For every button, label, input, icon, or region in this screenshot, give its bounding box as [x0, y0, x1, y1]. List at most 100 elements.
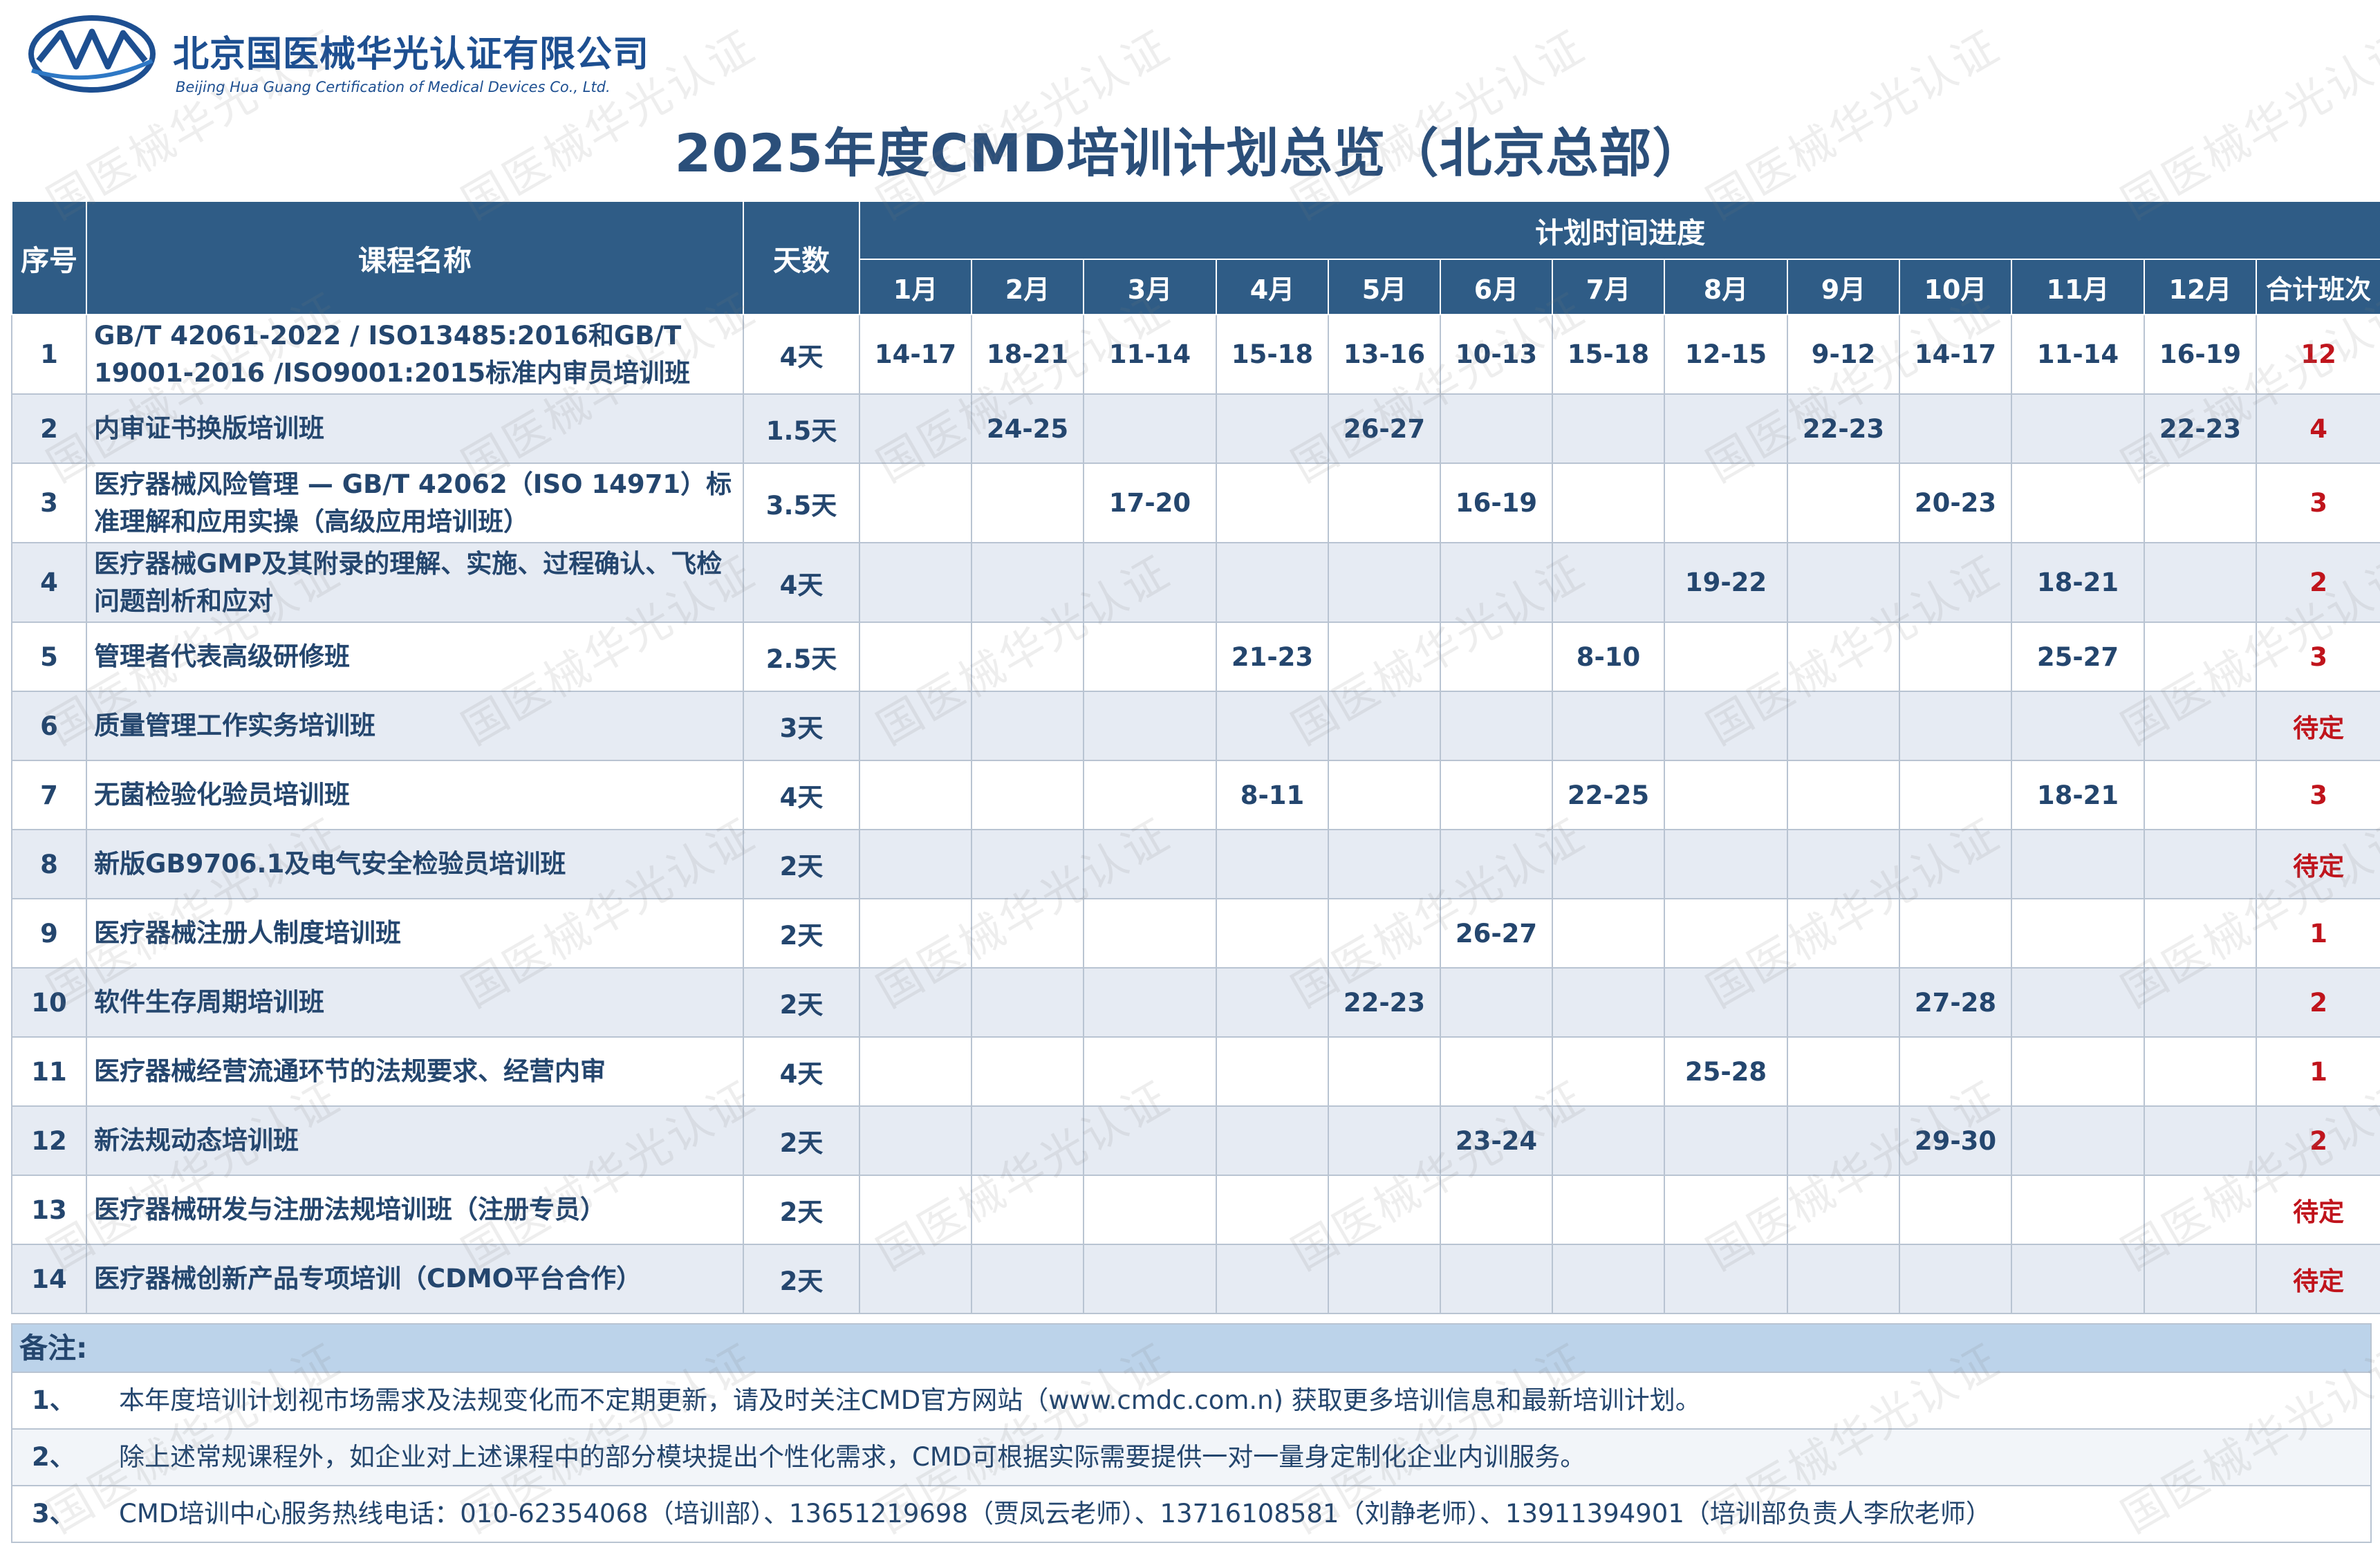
row-month-cell: 26-27: [1328, 393, 1441, 464]
row-days: 2天: [743, 967, 860, 1038]
row-month-cell: [1899, 542, 2012, 623]
header-course: 课程名称: [86, 200, 744, 315]
header-progress: 计划时间进度: [858, 200, 2380, 260]
row-month-cell: [1328, 1244, 1441, 1314]
row-month-cell: 24-25: [971, 393, 1084, 464]
row-month-cell: [1440, 1175, 1553, 1245]
row-month-cell: [1083, 1036, 1217, 1107]
row-month-cell: [2144, 621, 2257, 692]
row-total: 3: [2255, 462, 2380, 543]
row-month-cell: [1328, 829, 1441, 899]
row-course-name: 新法规动态培训班: [86, 1105, 744, 1176]
row-days: 2天: [743, 1244, 860, 1314]
header-month: 5月: [1328, 259, 1441, 315]
row-month-cell: [1552, 1244, 1665, 1314]
note-number: 1、: [32, 1385, 75, 1415]
row-month-cell: [1664, 691, 1788, 761]
row-month-cell: [971, 760, 1084, 830]
row-month-cell: 15-18: [1216, 314, 1329, 395]
company-name-en: Beijing Hua Guang Certification of Medic…: [176, 79, 611, 95]
row-month-cell: [1440, 829, 1553, 899]
row-month-cell: 9-12: [1787, 314, 1900, 395]
row-month-cell: 19-22: [1664, 542, 1788, 623]
row-month-cell: [2011, 829, 2145, 899]
row-month-cell: [1328, 898, 1441, 969]
table-row: 13 医疗器械研发与注册法规培训班（注册专员） 2天 待定: [11, 1175, 2380, 1245]
row-month-cell: [1664, 967, 1788, 1038]
row-month-cell: [971, 542, 1084, 623]
row-days: 3天: [743, 691, 860, 761]
row-month-cell: [1328, 542, 1441, 623]
row-total: 12: [2255, 314, 2380, 395]
row-seq: 9: [11, 898, 87, 969]
row-seq: 6: [11, 691, 87, 761]
row-seq: 11: [11, 1036, 87, 1107]
table-row: 4 医疗器械GMP及其附录的理解、实施、过程确认、飞检问题剖析和应对 4天 19-22…: [11, 542, 2380, 623]
row-days: 4天: [743, 542, 860, 623]
row-month-cell: [1899, 1175, 2012, 1245]
row-month-cell: [1552, 829, 1665, 899]
row-total: 3: [2255, 621, 2380, 692]
row-total: 待定: [2255, 829, 2380, 899]
row-month-cell: [1787, 898, 1900, 969]
row-course-name: 医疗器械GMP及其附录的理解、实施、过程确认、飞检问题剖析和应对: [86, 542, 744, 623]
row-month-cell: [2011, 1036, 2145, 1107]
row-month-cell: [1083, 1175, 1217, 1245]
row-month-cell: [1787, 1175, 1900, 1245]
row-month-cell: 21-23: [1216, 621, 1329, 692]
row-month-cell: [1664, 760, 1788, 830]
row-days: 2天: [743, 1105, 860, 1176]
row-month-cell: 14-17: [859, 314, 972, 395]
row-month-cell: [2011, 1105, 2145, 1176]
table-row: 2 内审证书换版培训班 1.5天 24-25 26-27 22-23 22-23 4: [11, 393, 2380, 464]
header-month: 11月: [2011, 259, 2145, 315]
row-month-cell: [1787, 1036, 1900, 1107]
row-seq: 2: [11, 393, 87, 464]
row-month-cell: [859, 462, 972, 543]
row-course-name: 软件生存周期培训班: [86, 967, 744, 1038]
row-month-cell: [1787, 1244, 1900, 1314]
table-row: 11 医疗器械经营流通环节的法规要求、经营内审 4天 25-28 1: [11, 1036, 2380, 1107]
table-row: 5 管理者代表高级研修班 2.5天 21-23 8-10 25-27 3: [11, 621, 2380, 692]
company-name-cn: 北京国医械华光认证有限公司: [173, 34, 650, 75]
row-month-cell: [1899, 691, 2012, 761]
row-total: 1: [2255, 898, 2380, 969]
row-month-cell: [2144, 829, 2257, 899]
row-month-cell: [2144, 691, 2257, 761]
row-month-cell: [1552, 1175, 1665, 1245]
row-course-name: 内审证书换版培训班: [86, 393, 744, 464]
row-course-name: 医疗器械风险管理 — GB/T 42062（ISO 14971）标准理解和应用实…: [86, 462, 744, 543]
row-month-cell: [971, 691, 1084, 761]
row-month-cell: [1664, 462, 1788, 543]
row-month-cell: [2144, 760, 2257, 830]
note-text: CMD培训中心服务热线电话：010-62354068（培训部）、13651219…: [119, 1499, 1991, 1528]
row-days: 2天: [743, 898, 860, 969]
row-month-cell: [2011, 898, 2145, 969]
header-month: 7月: [1552, 259, 1665, 315]
row-month-cell: [1216, 1175, 1329, 1245]
row-month-cell: [971, 621, 1084, 692]
row-month-cell: [1216, 898, 1329, 969]
row-month-cell: [971, 898, 1084, 969]
row-month-cell: [1552, 898, 1665, 969]
row-days: 4天: [743, 1036, 860, 1107]
row-month-cell: [1787, 691, 1900, 761]
row-course-name: GB/T 42061-2022 / ISO13485:2016和GB/T 190…: [86, 314, 744, 395]
row-month-cell: [1216, 967, 1329, 1038]
row-total: 2: [2255, 1105, 2380, 1176]
header-seq: 序号: [11, 200, 87, 315]
row-month-cell: 23-24: [1440, 1105, 1553, 1176]
row-month-cell: [1216, 1105, 1329, 1176]
row-month-cell: 10-13: [1440, 314, 1553, 395]
row-month-cell: [2144, 898, 2257, 969]
row-month-cell: [971, 829, 1084, 899]
row-month-cell: [971, 1105, 1084, 1176]
row-month-cell: [1440, 1036, 1553, 1107]
row-days: 2天: [743, 829, 860, 899]
row-month-cell: [2144, 542, 2257, 623]
table-row: 8 新版GB9706.1及电气安全检验员培训班 2天 待定: [11, 829, 2380, 899]
company-header: 北京国医械华光认证有限公司 Beijing Hua Guang Certific…: [19, 10, 711, 100]
row-month-cell: [1083, 621, 1217, 692]
row-month-cell: [1440, 621, 1553, 692]
table-row: 14 医疗器械创新产品专项培训（CDMO平台合作） 2天 待定: [11, 1244, 2380, 1314]
